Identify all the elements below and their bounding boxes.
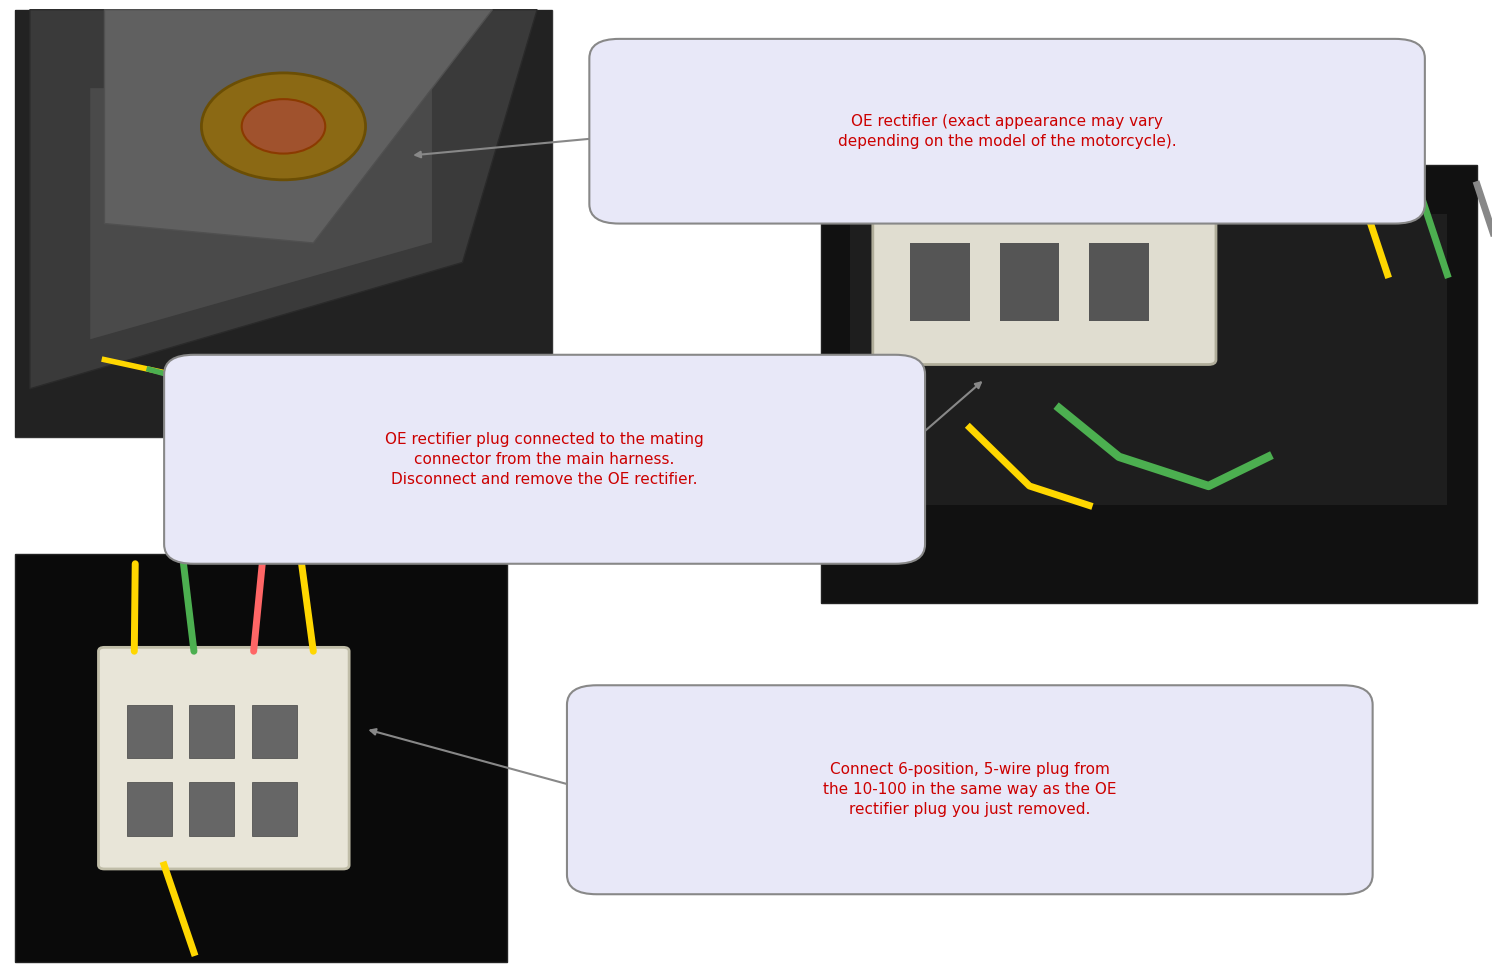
- FancyBboxPatch shape: [164, 355, 925, 564]
- Bar: [189, 705, 234, 758]
- FancyBboxPatch shape: [567, 685, 1373, 894]
- Bar: [252, 782, 297, 836]
- Bar: [1089, 243, 1149, 321]
- FancyBboxPatch shape: [15, 10, 552, 437]
- Polygon shape: [90, 87, 433, 340]
- Circle shape: [201, 73, 366, 180]
- Bar: [15, 10, 552, 437]
- Bar: [127, 782, 172, 836]
- FancyBboxPatch shape: [937, 124, 1152, 167]
- Bar: [189, 782, 234, 836]
- Text: OE rectifier plug connected to the mating
connector from the main harness.
Disco: OE rectifier plug connected to the matin…: [385, 432, 704, 487]
- Bar: [15, 554, 507, 962]
- Bar: [910, 243, 970, 321]
- Text: Connect 6-position, 5-wire plug from
the 10-100 in the same way as the OE
rectif: Connect 6-position, 5-wire plug from the…: [824, 762, 1116, 817]
- Bar: [1000, 243, 1059, 321]
- Circle shape: [242, 99, 325, 154]
- FancyBboxPatch shape: [873, 160, 1216, 364]
- FancyBboxPatch shape: [98, 647, 349, 869]
- Bar: [850, 214, 1447, 505]
- FancyBboxPatch shape: [589, 39, 1425, 224]
- Polygon shape: [104, 10, 492, 243]
- Text: OE rectifier (exact appearance may vary
depending on the model of the motorcycle: OE rectifier (exact appearance may vary …: [839, 114, 1176, 149]
- Bar: [127, 705, 172, 758]
- Polygon shape: [30, 10, 537, 389]
- Bar: [821, 165, 1477, 603]
- Bar: [252, 705, 297, 758]
